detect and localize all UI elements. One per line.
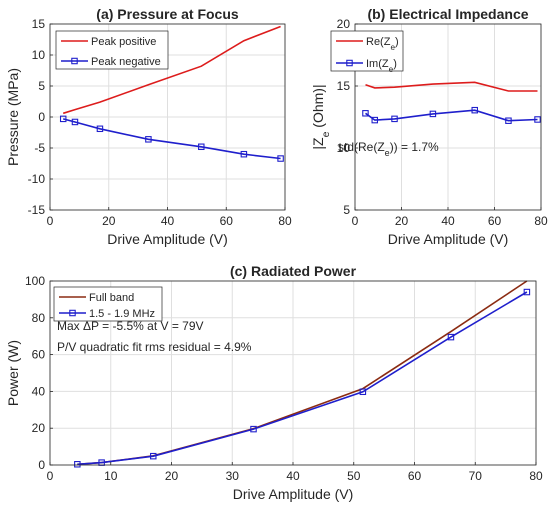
y-axis-label: |Ze (Ohm)| bbox=[310, 84, 332, 149]
y-tick-label: 5 bbox=[38, 79, 45, 93]
x-tick-label: 60 bbox=[488, 214, 502, 228]
x-tick-label: 30 bbox=[226, 469, 240, 483]
x-tick-label: 80 bbox=[534, 214, 548, 228]
y-axis-label: Pressure (MPa) bbox=[5, 68, 21, 166]
annotation: std(Re(Ze)) = 1.7% bbox=[338, 140, 439, 158]
x-tick-label: 50 bbox=[347, 469, 361, 483]
data-point bbox=[447, 333, 455, 341]
data-point bbox=[359, 388, 367, 396]
data-point bbox=[471, 106, 478, 114]
x-tick-label: 40 bbox=[161, 214, 175, 228]
data-point bbox=[59, 115, 67, 123]
y-tick-label: 80 bbox=[32, 311, 46, 325]
series-2 bbox=[74, 288, 531, 468]
legend-label: Peak negative bbox=[91, 56, 161, 68]
annotation: P/V quadratic fit rms residual = 4.9% bbox=[57, 340, 252, 354]
legend-label: Re(Ze) bbox=[366, 36, 399, 52]
x-tick-label: 10 bbox=[104, 469, 118, 483]
x-tick-label: 20 bbox=[165, 469, 179, 483]
chart-title: (b) Electrical Impedance bbox=[367, 6, 528, 22]
x-tick-label: 20 bbox=[102, 214, 116, 228]
x-tick-label: 40 bbox=[441, 214, 455, 228]
data-point bbox=[96, 125, 104, 133]
legend-label: Peak positive bbox=[91, 36, 156, 48]
y-tick-label: 15 bbox=[337, 79, 351, 93]
legend-label: Full band bbox=[89, 292, 134, 304]
y-tick-label: 5 bbox=[343, 203, 350, 217]
series-1 bbox=[62, 25, 281, 115]
legend-marker bbox=[69, 309, 76, 317]
x-tick-label: 0 bbox=[47, 214, 54, 228]
series-line bbox=[77, 291, 528, 466]
chart-title: (a) Pressure at Focus bbox=[96, 6, 239, 22]
y-tick-label: -15 bbox=[28, 203, 46, 217]
data-point bbox=[198, 143, 205, 151]
legend: Re(Ze) Im(Ze) bbox=[330, 30, 404, 74]
x-tick-label: 40 bbox=[286, 469, 300, 483]
series-2 bbox=[362, 106, 541, 124]
y-tick-label: -10 bbox=[28, 172, 46, 186]
legend: Peak positive Peak negative bbox=[55, 30, 169, 70]
x-tick-label: 0 bbox=[352, 214, 359, 228]
series-line bbox=[365, 109, 538, 122]
series-line bbox=[62, 118, 281, 160]
y-tick-label: -5 bbox=[34, 141, 45, 155]
legend-box bbox=[55, 30, 169, 70]
legend-marker bbox=[346, 59, 353, 67]
x-tick-label: 60 bbox=[220, 214, 234, 228]
series-1 bbox=[365, 81, 538, 92]
data-point bbox=[145, 136, 152, 143]
data-point bbox=[240, 150, 248, 158]
y-tick-label: 60 bbox=[32, 348, 46, 362]
y-tick-label: 0 bbox=[38, 458, 45, 472]
chart-panel-1: 0 20 40 60 80 -15 -10 -5 0 5 10 15 (a) Pressure at F… bbox=[5, 6, 292, 247]
series-line bbox=[62, 25, 281, 115]
y-axis-label: Power (W) bbox=[5, 340, 21, 406]
data-point bbox=[74, 461, 81, 468]
x-axis-label: Drive Amplitude (V) bbox=[233, 486, 354, 502]
y-tick-label: 100 bbox=[25, 274, 45, 288]
data-point bbox=[150, 452, 157, 460]
y-tick-label: 15 bbox=[32, 17, 46, 31]
y-tick-label: 10 bbox=[32, 48, 46, 62]
legend-label: Im(Ze) bbox=[366, 58, 397, 74]
chart-title: (c) Radiated Power bbox=[230, 263, 357, 279]
y-tick-label: 40 bbox=[32, 384, 46, 398]
y-tick-label: 20 bbox=[337, 17, 351, 31]
legend: Full band 1.5 - 1.9 MHz bbox=[53, 286, 163, 322]
x-tick-label: 80 bbox=[278, 214, 292, 228]
x-tick-label: 0 bbox=[47, 469, 54, 483]
x-axis-label: Drive Amplitude (V) bbox=[107, 231, 228, 247]
x-tick-label: 80 bbox=[529, 469, 543, 483]
data-point bbox=[391, 115, 398, 123]
x-tick-label: 70 bbox=[469, 469, 483, 483]
legend-label: 1.5 - 1.9 MHz bbox=[89, 308, 155, 320]
data-point bbox=[429, 110, 437, 118]
data-point bbox=[371, 116, 379, 124]
data-point bbox=[71, 118, 79, 126]
legend-marker bbox=[71, 57, 78, 65]
series-line bbox=[365, 81, 538, 92]
x-tick-label: 20 bbox=[395, 214, 409, 228]
chart-panel-3: 0 10 20 30 40 50 60 70 80 0 20 40 60 80 100 (c) Radiate… bbox=[5, 263, 543, 502]
legend-box bbox=[330, 30, 404, 72]
data-point bbox=[523, 288, 531, 296]
data-point bbox=[505, 117, 512, 124]
data-point bbox=[250, 425, 257, 433]
data-point bbox=[534, 116, 541, 123]
annotation: Max ΔP = -5.5% at V = 79V bbox=[57, 319, 204, 333]
y-tick-label: 20 bbox=[32, 421, 46, 435]
y-tick-label: 0 bbox=[38, 110, 45, 124]
y-tick-label: 10 bbox=[337, 141, 351, 155]
data-point bbox=[277, 155, 284, 162]
x-axis-label: Drive Amplitude (V) bbox=[388, 231, 509, 247]
series-2 bbox=[59, 115, 284, 162]
x-tick-label: 60 bbox=[408, 469, 422, 483]
chart-panel-2: 0 20 40 60 80 5 10 15 20 (b) Electrical Impedance… bbox=[310, 6, 548, 247]
data-point bbox=[362, 110, 369, 117]
